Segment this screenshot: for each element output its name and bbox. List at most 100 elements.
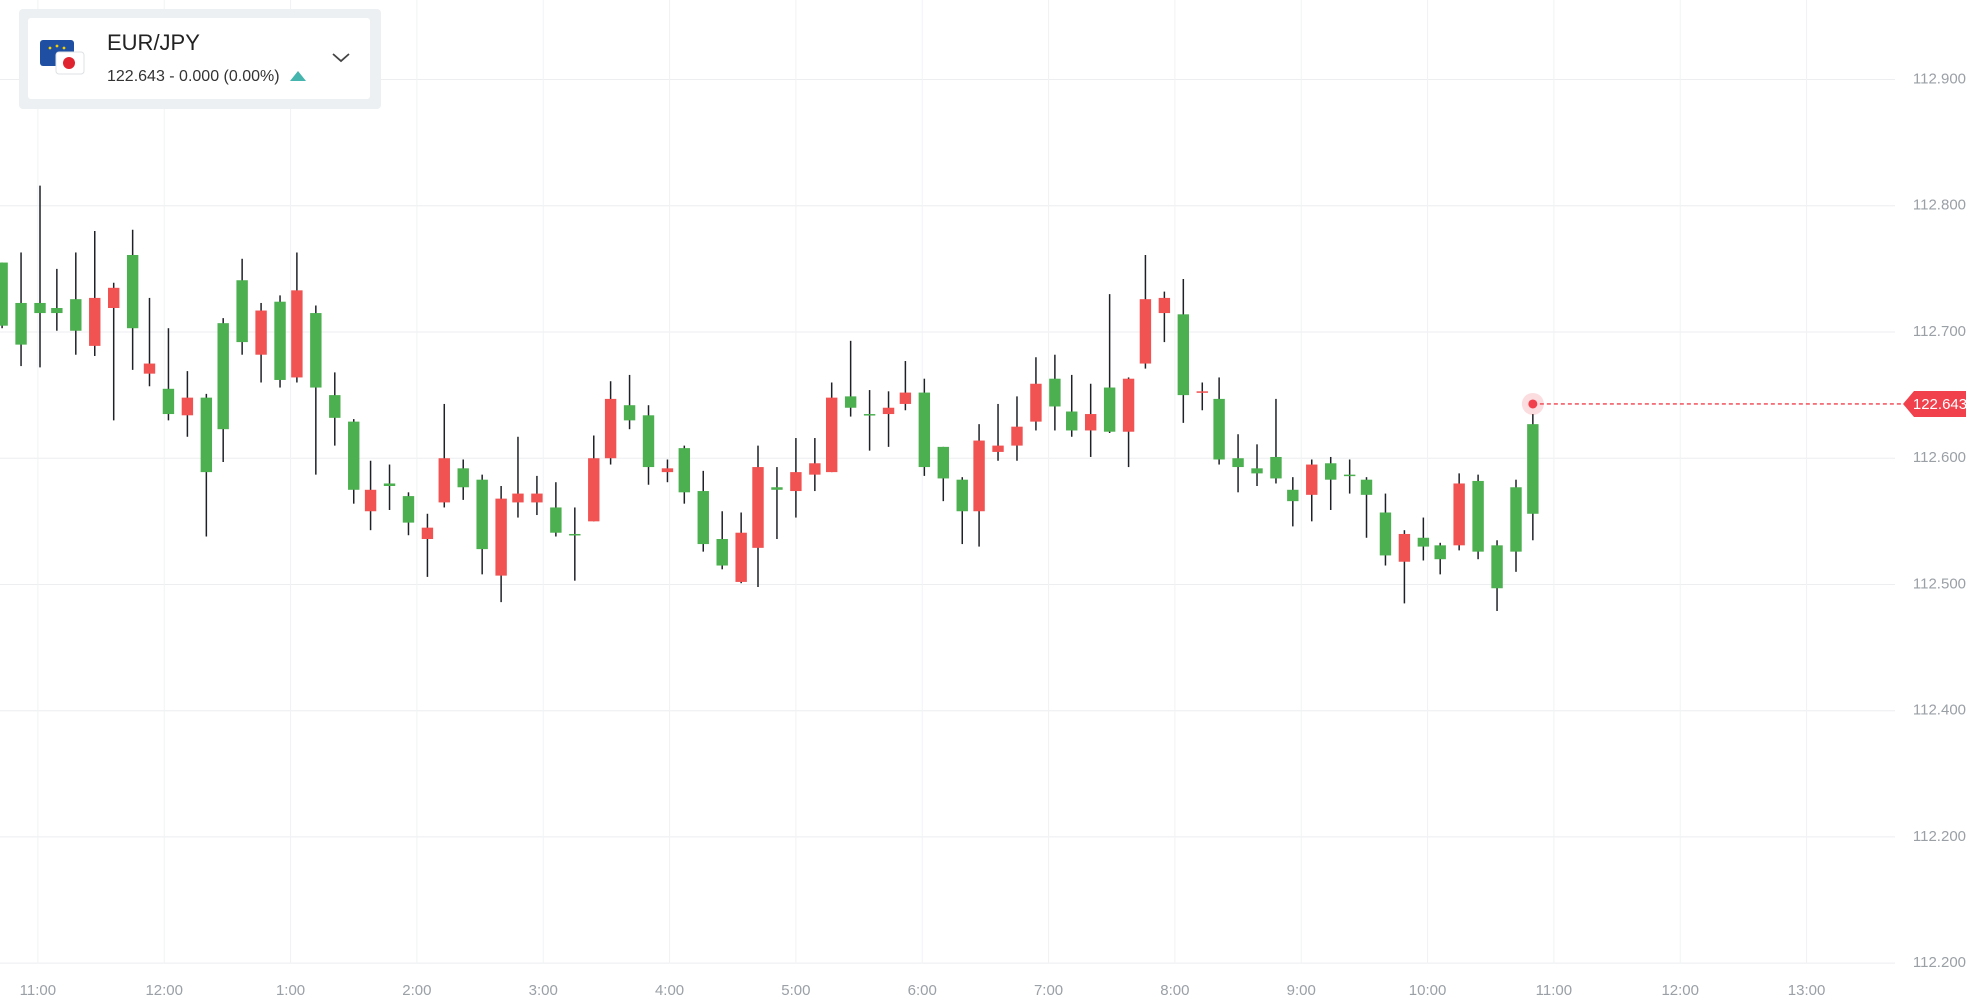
candle-body — [973, 440, 985, 512]
candle-body — [1213, 398, 1225, 460]
x-tick-label: 11:00 — [20, 982, 56, 999]
candle-body — [899, 392, 912, 404]
candle-body — [1270, 456, 1282, 479]
x-tick-label: 6:00 — [908, 982, 937, 999]
candle-body — [956, 479, 968, 512]
candle-body — [126, 254, 139, 329]
candle-body — [1030, 383, 1042, 422]
card — [28, 18, 370, 99]
x-tick-label: 1:00 — [276, 982, 305, 999]
candle-body — [863, 414, 876, 416]
candle-body — [1196, 391, 1208, 393]
candle-body — [825, 397, 838, 473]
candle-body — [1049, 378, 1061, 407]
candle-body — [457, 468, 469, 488]
candle-body — [236, 280, 248, 343]
candle-body — [108, 287, 120, 309]
price-tag — [1903, 390, 1966, 417]
price-tag-label: 122.643 — [1913, 396, 1967, 413]
candle-body — [1084, 414, 1097, 431]
candle-body — [1232, 458, 1244, 468]
candle-body — [531, 493, 543, 503]
candle-body — [1510, 487, 1522, 552]
candle-body — [70, 299, 82, 331]
candle-body — [550, 507, 562, 533]
candle-body — [1434, 545, 1446, 560]
candle-body — [383, 483, 396, 486]
candle-body — [143, 363, 156, 374]
y-tick-label: 112.800 — [1913, 197, 1966, 214]
x-tick-label: 10:00 — [1409, 982, 1447, 999]
candle-body — [495, 498, 507, 576]
y-tick-label: 112.200 — [1913, 828, 1966, 845]
x-tick-label: 7:00 — [1034, 982, 1063, 999]
candle-body — [1398, 533, 1411, 562]
candle-body — [402, 496, 415, 523]
candle-body — [1417, 537, 1430, 547]
candle-body — [1158, 297, 1171, 314]
dropdown-chevron[interactable] — [332, 53, 350, 63]
candle-body — [735, 532, 747, 582]
candle-body — [255, 310, 267, 355]
candle-body — [604, 398, 617, 459]
x-tick-label: 3:00 — [529, 982, 558, 999]
candle-body — [918, 392, 931, 468]
candle-body — [217, 323, 229, 430]
x-tick-label: 8:00 — [1160, 982, 1189, 999]
x-tick-label: 5:00 — [781, 982, 810, 999]
y-tick-label: 112.700 — [1913, 323, 1966, 340]
candle-body — [752, 467, 764, 548]
x-tick-label: 9:00 — [1287, 982, 1316, 999]
candle-body — [1103, 387, 1116, 432]
candle-body — [310, 313, 322, 388]
candle-body — [274, 301, 286, 380]
candle-body — [1251, 468, 1263, 474]
candle-body — [1011, 426, 1023, 446]
candle-body — [809, 463, 821, 475]
candle-body — [623, 405, 636, 421]
candle-body — [661, 468, 674, 473]
up-arrow — [290, 71, 306, 81]
candle-body — [1453, 483, 1465, 546]
y-tick-label: 112.400 — [1913, 702, 1966, 719]
candle-body — [200, 397, 213, 473]
candle-body — [476, 479, 488, 550]
candle-body — [329, 395, 341, 418]
candle-body — [421, 527, 434, 540]
y-tick-label: 112.500 — [1913, 575, 1966, 592]
y-tick-label: 112.200 — [1913, 954, 1966, 971]
candle-body — [1325, 463, 1337, 480]
candle-body — [1360, 479, 1373, 495]
y-tick-label: 112.600 — [1913, 449, 1966, 466]
quote: 122.643 - 0.000 (0.00%) — [107, 68, 280, 85]
candle-body — [771, 487, 783, 490]
candle-body — [1491, 545, 1503, 589]
x-tick-label: 2:00 — [402, 982, 431, 999]
current-price: 122.643 — [1521, 390, 1967, 417]
candle-body — [1122, 378, 1135, 432]
candle-body — [844, 396, 857, 408]
candle-body — [15, 302, 27, 345]
x-tick-label: 11:00 — [1536, 982, 1572, 999]
candle-body — [51, 308, 63, 314]
candle-body — [181, 397, 194, 416]
candle-body — [882, 407, 895, 415]
candle-body — [569, 533, 581, 536]
x-tick-label: 13:00 — [1788, 982, 1826, 999]
x-tick-label: 4:00 — [655, 982, 684, 999]
candle-body — [588, 458, 600, 522]
candle-body — [291, 290, 303, 378]
candle-body — [642, 415, 655, 468]
candle-body — [162, 388, 175, 415]
x-tick-label: 12:00 — [1661, 982, 1699, 999]
candle-body — [34, 302, 46, 314]
candle-body — [716, 539, 728, 566]
symbol-card[interactable]: EUR/JPY 122.643 - 0.000 (0.00%) — [19, 9, 381, 109]
candle-body — [1379, 512, 1392, 556]
candle-body — [0, 262, 8, 326]
candle-body — [1287, 489, 1299, 502]
flag-icon — [40, 40, 85, 75]
candle-body — [364, 489, 377, 512]
candle-body — [992, 445, 1004, 452]
candle-body — [1066, 411, 1078, 431]
